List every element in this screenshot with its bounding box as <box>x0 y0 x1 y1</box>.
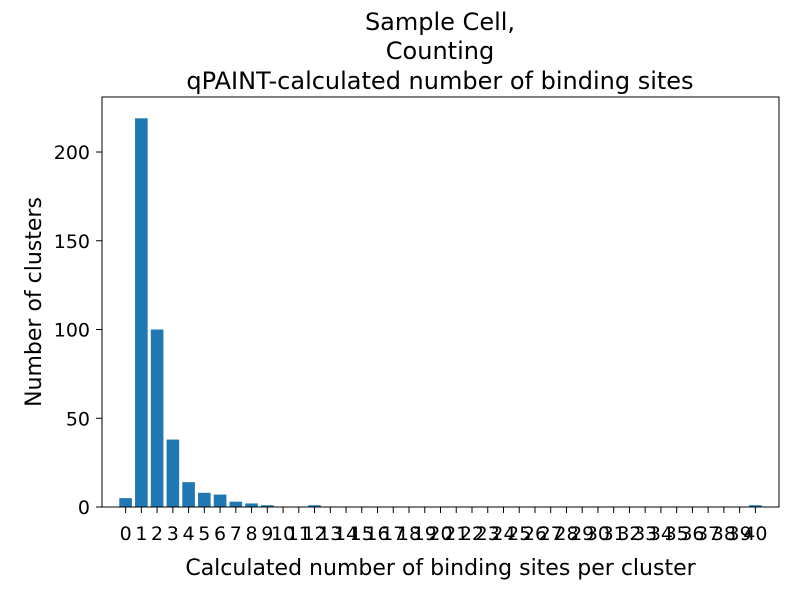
bars-group <box>119 118 762 508</box>
bar-1 <box>135 118 148 508</box>
y-axis-label: Number of clusters <box>22 197 47 407</box>
bar-5 <box>198 492 211 507</box>
x-tick-label: 18 <box>397 523 421 545</box>
x-tick-label: 12 <box>302 523 326 545</box>
chart-title-line: qPAINT-calculated number of binding site… <box>186 67 693 95</box>
bar-0 <box>119 498 132 507</box>
x-tick-label: 6 <box>214 523 226 545</box>
x-tick-label: 0 <box>120 523 132 545</box>
x-tick-label: 19 <box>413 523 437 545</box>
x-tick-label: 38 <box>712 523 736 545</box>
x-tick-label: 39 <box>728 523 752 545</box>
y-tick-label: 0 <box>78 497 90 519</box>
bar-2 <box>150 329 164 507</box>
x-tick-label: 21 <box>444 523 468 545</box>
x-tick-label: 17 <box>381 523 405 545</box>
x-tick-label: 20 <box>428 523 452 545</box>
bar-40 <box>749 505 762 507</box>
chart-title-line: Sample Cell, <box>365 8 515 36</box>
y-ticks-group: 0 50 100 150 200 <box>54 142 102 519</box>
bar-7 <box>229 501 243 507</box>
x-tick-label: 15 <box>350 523 374 545</box>
bar-3 <box>166 439 180 507</box>
x-tick-label: 26 <box>523 523 547 545</box>
x-tick-label: 16 <box>365 523 389 545</box>
x-axis-label: Calculated number of binding sites per c… <box>185 556 696 581</box>
axes-group <box>101 96 780 508</box>
x-tick-label: 14 <box>334 523 358 545</box>
x-tick-label: 13 <box>318 523 342 545</box>
bar-12 <box>308 505 321 507</box>
x-tick-label: 11 <box>287 523 311 545</box>
x-tick-label: 23 <box>476 523 500 545</box>
bar-6 <box>213 494 227 507</box>
x-tick-label: 4 <box>183 523 195 545</box>
y-tick-label: 200 <box>54 142 90 164</box>
x-tick-label: 36 <box>680 523 704 545</box>
x-tick-label: 27 <box>539 523 563 545</box>
x-tick-label: 34 <box>649 523 673 545</box>
x-tick-label: 1 <box>135 523 147 545</box>
x-tick-label: 28 <box>554 523 578 545</box>
y-tick-label: 100 <box>54 320 90 342</box>
x-tick-label: 3 <box>167 523 179 545</box>
x-tick-label: 22 <box>460 523 484 545</box>
x-tick-label: 35 <box>665 523 689 545</box>
x-tick-label: 8 <box>246 523 258 545</box>
x-tick-label: 32 <box>617 523 641 545</box>
bar-8 <box>245 503 258 507</box>
x-tick-label: 33 <box>633 523 657 545</box>
bar-9 <box>261 505 274 507</box>
x-tick-label: 10 <box>271 523 295 545</box>
x-tick-label: 29 <box>570 523 594 545</box>
x-tick-label: 2 <box>151 523 163 545</box>
x-tick-label: 7 <box>230 523 242 545</box>
x-tick-label: 37 <box>696 523 720 545</box>
chart-title-line: Counting <box>386 37 494 65</box>
x-tick-label: 24 <box>491 523 515 545</box>
x-tick-label: 40 <box>743 523 767 545</box>
y-tick-label: 150 <box>54 231 90 253</box>
x-tick-label: 5 <box>198 523 210 545</box>
x-tick-label: 31 <box>602 523 626 545</box>
x-tick-label: 9 <box>261 523 273 545</box>
x-tick-label: 25 <box>507 523 531 545</box>
bar-4 <box>182 482 195 507</box>
y-tick-label: 50 <box>66 408 90 430</box>
x-tick-label: 30 <box>586 523 610 545</box>
x-ticks-group: 0 1 2 3 4 5 6 7 8 9101112131415161718192021222324… <box>120 507 767 545</box>
plot-frame <box>101 96 780 508</box>
